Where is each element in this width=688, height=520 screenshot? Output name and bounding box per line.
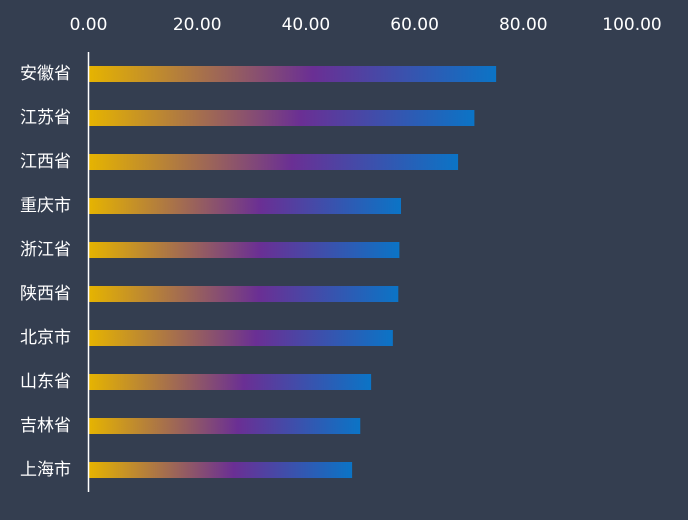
category-label: 陕西省 — [20, 284, 71, 304]
bar — [88, 330, 393, 346]
x-tick-label: 60.00 — [390, 15, 439, 35]
bars-layer — [88, 66, 497, 478]
x-tick-label: 80.00 — [499, 15, 548, 35]
x-tick-labels: 0.00 20.00 40.00 60.00 80.00 100.00 — [70, 15, 662, 35]
x-tick-label: 100.00 — [602, 15, 661, 35]
category-label: 上海市 — [20, 460, 71, 480]
category-label: 浙江省 — [20, 240, 71, 260]
bar — [88, 154, 459, 170]
category-label: 江苏省 — [20, 108, 71, 128]
bar — [88, 110, 475, 126]
bar — [88, 286, 399, 302]
bar — [88, 242, 400, 258]
category-label: 安徽省 — [20, 64, 71, 84]
x-tick-label: 40.00 — [282, 15, 331, 35]
bar — [88, 198, 402, 214]
category-label: 重庆市 — [20, 196, 71, 216]
category-label: 江西省 — [20, 152, 71, 172]
bar — [88, 374, 372, 390]
category-label: 北京市 — [20, 328, 71, 348]
category-label: 山东省 — [20, 372, 71, 392]
bar — [88, 462, 353, 478]
category-label: 吉林省 — [20, 416, 71, 436]
x-tick-label: 0.00 — [70, 15, 108, 35]
bar — [88, 418, 361, 434]
bar — [88, 66, 497, 82]
x-tick-label: 20.00 — [173, 15, 222, 35]
